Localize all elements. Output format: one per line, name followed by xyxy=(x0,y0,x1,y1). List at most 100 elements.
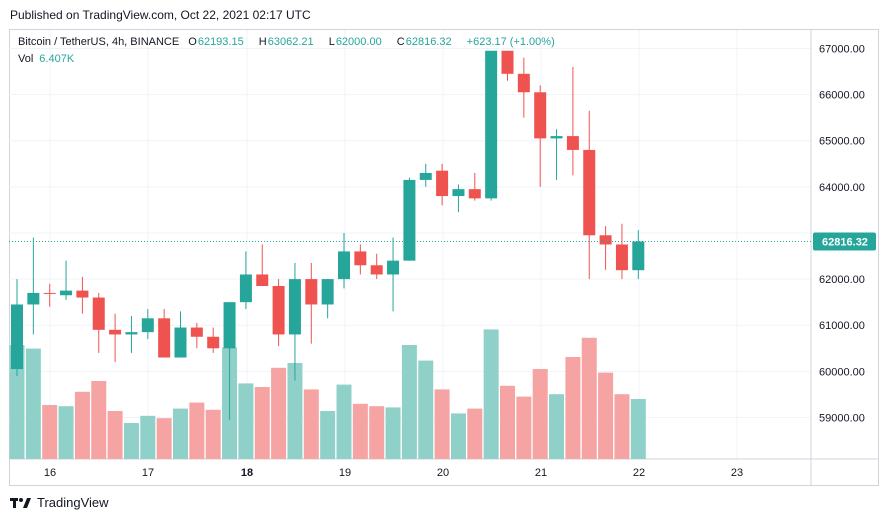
y-tick-label: 60000.00 xyxy=(819,366,865,378)
close-label: C xyxy=(396,36,405,48)
vol-label: Vol xyxy=(18,53,34,65)
low-value: 62000.00 xyxy=(335,36,382,48)
candle-body xyxy=(239,274,252,303)
candle-body xyxy=(550,136,563,139)
volume-bar xyxy=(434,389,450,459)
open-label: O xyxy=(188,36,197,48)
candle-body xyxy=(207,336,220,349)
y-tick-label: 64000.00 xyxy=(819,182,865,194)
candle-body xyxy=(632,241,645,271)
candle-body xyxy=(419,173,432,180)
volume-bar xyxy=(369,406,385,459)
volume-bar xyxy=(336,384,352,459)
tradingview-logo-icon xyxy=(10,497,31,508)
candle-body xyxy=(338,251,350,280)
volume-bar xyxy=(549,394,565,459)
volume-bar xyxy=(630,399,646,459)
candle-body xyxy=(534,92,547,139)
volume-bar xyxy=(271,367,287,459)
candle-body xyxy=(288,279,301,335)
candle-body xyxy=(174,327,187,358)
candle-body xyxy=(468,189,481,199)
candle-body xyxy=(11,304,23,370)
volume-bar xyxy=(450,413,466,459)
candle-body xyxy=(256,274,269,287)
footer-brand-label: TradingView xyxy=(37,495,109,510)
candle-body xyxy=(370,265,383,275)
y-tick-label: 66000.00 xyxy=(819,90,865,102)
published-caption: Published on TradingView.com, Oct 22, 20… xyxy=(10,8,311,22)
volume-bar xyxy=(25,348,41,459)
x-tick-label: 19 xyxy=(339,467,351,479)
candle-body xyxy=(403,179,416,261)
volume-bar xyxy=(385,407,401,459)
ohlc-legend: Bitcoin / TetherUS, 4h, BINANCE O62193.1… xyxy=(18,36,561,48)
last-price-tag xyxy=(813,232,876,251)
x-tick-label: 17 xyxy=(142,467,154,479)
footer-brand[interactable]: TradingView xyxy=(10,495,109,510)
candle-body xyxy=(272,286,285,335)
candle-body xyxy=(125,332,138,335)
high-value: 63062.21 xyxy=(267,36,314,48)
candle-body xyxy=(92,297,105,330)
volume-bar xyxy=(532,369,548,459)
candle-body xyxy=(43,292,56,294)
volume-bar xyxy=(500,385,515,459)
candle-body xyxy=(321,279,334,305)
volume-bar xyxy=(418,360,434,459)
candle-body xyxy=(599,235,612,245)
volume-bar xyxy=(156,418,172,459)
volume-bar xyxy=(467,408,483,459)
y-tick-label: 65000.00 xyxy=(819,136,865,148)
x-tick-label: 23 xyxy=(731,467,743,479)
volume-bar xyxy=(9,345,25,459)
volume-bar xyxy=(254,387,270,459)
candle-body xyxy=(517,73,530,93)
y-tick-label: 67000.00 xyxy=(819,43,865,55)
volume-bar xyxy=(598,372,614,459)
candle-body xyxy=(109,329,122,335)
volume-bar xyxy=(140,415,156,459)
candle-body xyxy=(305,279,318,305)
candle-body xyxy=(354,251,367,266)
symbol-label: Bitcoin / TetherUS, 4h, BINANCE xyxy=(18,36,180,48)
candle-body xyxy=(141,318,154,333)
volume-legend: Vol 6.407K xyxy=(18,53,80,65)
volume-bar xyxy=(91,381,107,459)
close-value: 62816.32 xyxy=(405,36,452,48)
change-value: +623.17 (+1.00%) xyxy=(466,36,555,48)
volume-bar xyxy=(401,345,417,459)
candle-body xyxy=(60,290,73,296)
candle-body xyxy=(223,302,236,349)
volume-bar xyxy=(581,337,597,459)
candle-body xyxy=(387,260,400,275)
candle-body xyxy=(76,290,89,298)
volume-bar xyxy=(58,406,74,459)
x-tick-label: 21 xyxy=(535,467,547,479)
x-tick-label: 16 xyxy=(44,467,56,479)
volume-bar xyxy=(205,409,221,459)
x-tick-label: 18 xyxy=(241,467,253,479)
volume-bar xyxy=(238,383,254,459)
volume-bar xyxy=(303,389,319,459)
candle-body xyxy=(501,50,514,74)
open-value: 62193.15 xyxy=(197,36,244,48)
volume-bar xyxy=(320,411,336,459)
chart-frame xyxy=(9,29,879,486)
candle-body xyxy=(27,292,40,305)
volume-bar xyxy=(483,329,499,459)
candle-body xyxy=(485,50,498,199)
last-price-label: 62816.32 xyxy=(822,236,868,248)
vol-value: 6.407K xyxy=(39,53,75,65)
volume-bar xyxy=(173,408,188,459)
x-tick-label: 20 xyxy=(437,467,449,479)
volume-bar xyxy=(287,363,303,459)
low-label: L xyxy=(328,36,335,48)
candle-body xyxy=(615,244,628,271)
y-tick-label: 62000.00 xyxy=(819,274,865,286)
candle-body xyxy=(452,189,465,197)
candle-body xyxy=(583,149,596,236)
volume-bar xyxy=(42,405,58,459)
volume-bar xyxy=(189,402,205,459)
